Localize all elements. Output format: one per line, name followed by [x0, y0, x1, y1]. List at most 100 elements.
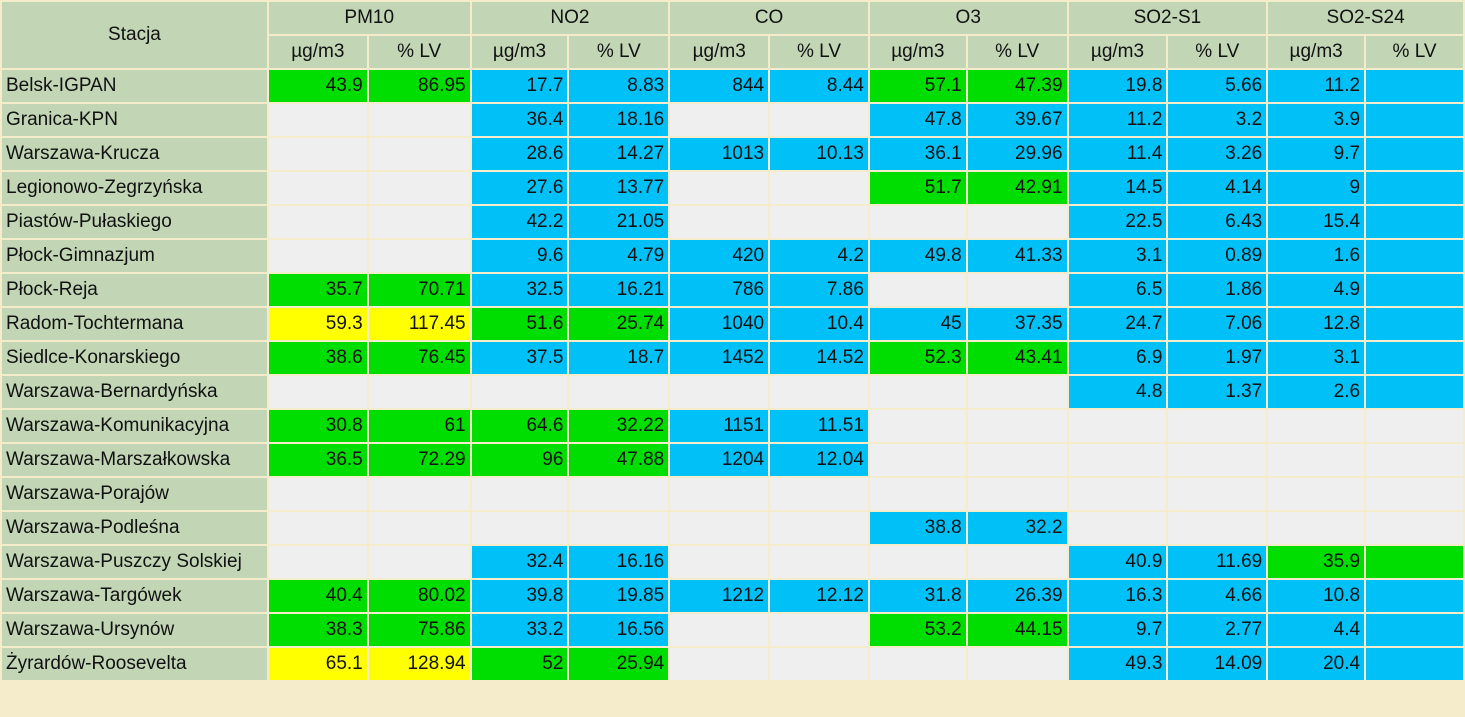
- pollutant-header: SO2-S1: [1066, 0, 1269, 36]
- limit-percent-cell: [366, 238, 472, 274]
- lv-header: % LV: [1364, 34, 1465, 70]
- concentration-cell: 844: [668, 68, 771, 104]
- limit-percent-cell: [366, 476, 472, 512]
- table-row: Piastów-Pułaskiego 42.2 21.05 22.5 6.43 15.4: [0, 204, 1465, 240]
- concentration-cell: 3.1: [1066, 238, 1169, 274]
- concentration-cell: [668, 612, 771, 648]
- table-row: Warszawa-Komunikacyjna 30.8 61 64.6 32.22 115…: [0, 408, 1465, 444]
- concentration-cell: [1066, 408, 1169, 444]
- limit-percent-cell: [1364, 612, 1465, 648]
- station-name: Belsk-IGPAN: [0, 68, 269, 104]
- limit-percent-cell: 3.26: [1166, 136, 1269, 172]
- limit-percent-cell: 47.88: [567, 442, 671, 478]
- pollutant-header: NO2: [469, 0, 671, 36]
- limit-percent-cell: [768, 544, 870, 580]
- concentration-cell: [668, 374, 771, 410]
- station-name: Siedlce-Konarskiego: [0, 340, 269, 376]
- limit-percent-cell: 128.94: [366, 646, 472, 682]
- table-row: Warszawa-Porajów: [0, 476, 1465, 512]
- concentration-cell: 1204: [668, 442, 771, 478]
- concentration-cell: 4.9: [1266, 272, 1367, 308]
- station-name: Warszawa-Bernardyńska: [0, 374, 269, 410]
- limit-percent-cell: [1166, 510, 1269, 546]
- unit-header: µg/m3: [266, 34, 369, 70]
- station-name: Legionowo-Zegrzyńska: [0, 170, 269, 206]
- concentration-cell: [1266, 476, 1367, 512]
- station-name: Warszawa-Targówek: [0, 578, 269, 614]
- limit-percent-cell: [366, 374, 472, 410]
- concentration-cell: [867, 204, 968, 240]
- limit-percent-cell: [1364, 68, 1465, 104]
- concentration-cell: 40.9: [1066, 544, 1169, 580]
- concentration-cell: 20.4: [1266, 646, 1367, 682]
- concentration-cell: 52: [469, 646, 570, 682]
- concentration-cell: 14.5: [1066, 170, 1169, 206]
- concentration-cell: 32.4: [469, 544, 570, 580]
- table-row: Siedlce-Konarskiego 38.6 76.45 37.5 18.7 1452…: [0, 340, 1465, 376]
- table-row: Żyrardów-Roosevelta 65.1 128.94 52 25.94 49.3…: [0, 646, 1465, 682]
- lv-header: % LV: [366, 34, 472, 70]
- concentration-cell: [867, 374, 968, 410]
- limit-percent-cell: 86.95: [366, 68, 472, 104]
- concentration-cell: 65.1: [266, 646, 369, 682]
- concentration-cell: 15.4: [1266, 204, 1367, 240]
- limit-percent-cell: [1364, 510, 1465, 546]
- concentration-cell: 45: [867, 306, 968, 342]
- limit-percent-cell: [1166, 442, 1269, 478]
- limit-percent-cell: [1364, 374, 1465, 410]
- concentration-cell: 42.2: [469, 204, 570, 240]
- limit-percent-cell: 14.09: [1166, 646, 1269, 682]
- table-row: Warszawa-Puszczy Solskiej 32.4 16.16 40.9 11…: [0, 544, 1465, 580]
- limit-percent-cell: 18.16: [567, 102, 671, 138]
- limit-percent-cell: [965, 646, 1069, 682]
- lv-header: % LV: [768, 34, 870, 70]
- concentration-cell: [266, 374, 369, 410]
- concentration-cell: [1266, 442, 1367, 478]
- limit-percent-cell: [1166, 476, 1269, 512]
- limit-percent-cell: [768, 102, 870, 138]
- concentration-cell: 47.8: [867, 102, 968, 138]
- concentration-cell: 3.1: [1266, 340, 1367, 376]
- limit-percent-cell: [1364, 272, 1465, 308]
- limit-percent-cell: 76.45: [366, 340, 472, 376]
- pollutant-header: PM10: [266, 0, 472, 36]
- limit-percent-cell: 5.66: [1166, 68, 1269, 104]
- pollutant-header: O3: [867, 0, 1069, 36]
- limit-percent-cell: [366, 136, 472, 172]
- table-row: Warszawa-Podleśna 38.8 32.2: [0, 510, 1465, 546]
- concentration-cell: [1066, 510, 1169, 546]
- concentration-cell: 38.8: [867, 510, 968, 546]
- concentration-cell: [867, 272, 968, 308]
- limit-percent-cell: 80.02: [366, 578, 472, 614]
- limit-percent-cell: [1364, 306, 1465, 342]
- concentration-cell: [1266, 510, 1367, 546]
- concentration-cell: 16.3: [1066, 578, 1169, 614]
- concentration-cell: 4.8: [1066, 374, 1169, 410]
- limit-percent-cell: 11.69: [1166, 544, 1269, 580]
- limit-percent-cell: [366, 510, 472, 546]
- concentration-cell: 39.8: [469, 578, 570, 614]
- limit-percent-cell: 39.67: [965, 102, 1069, 138]
- limit-percent-cell: 1.86: [1166, 272, 1269, 308]
- limit-percent-cell: 4.66: [1166, 578, 1269, 614]
- limit-percent-cell: [1364, 646, 1465, 682]
- table-body: Belsk-IGPAN 43.9 86.95 17.7 8.83 844 8.44 57.1 4…: [0, 68, 1465, 682]
- limit-percent-cell: [768, 170, 870, 206]
- station-header: Stacja: [0, 0, 269, 70]
- table-row: Płock-Reja 35.7 70.71 32.5 16.21 786 7.86 6.5 1.…: [0, 272, 1465, 308]
- concentration-cell: 33.2: [469, 612, 570, 648]
- table-row: Płock-Gimnazjum 9.6 4.79 420 4.2 49.8 41.33 3.1…: [0, 238, 1465, 274]
- lv-header: % LV: [965, 34, 1069, 70]
- table-row: Warszawa-Bernardyńska 4.8 1.37 2.6: [0, 374, 1465, 410]
- station-name: Warszawa-Krucza: [0, 136, 269, 172]
- station-name: Granica-KPN: [0, 102, 269, 138]
- concentration-cell: 9.7: [1066, 612, 1169, 648]
- table-header: Stacja PM10 NO2 CO O3 SO2-S1 SO2-S24 µg/…: [0, 0, 1465, 70]
- concentration-cell: 35.7: [266, 272, 369, 308]
- concentration-cell: 1151: [668, 408, 771, 444]
- concentration-cell: 1.6: [1266, 238, 1367, 274]
- unit-header: µg/m3: [1066, 34, 1169, 70]
- limit-percent-cell: 43.41: [965, 340, 1069, 376]
- limit-percent-cell: [768, 612, 870, 648]
- concentration-cell: 43.9: [266, 68, 369, 104]
